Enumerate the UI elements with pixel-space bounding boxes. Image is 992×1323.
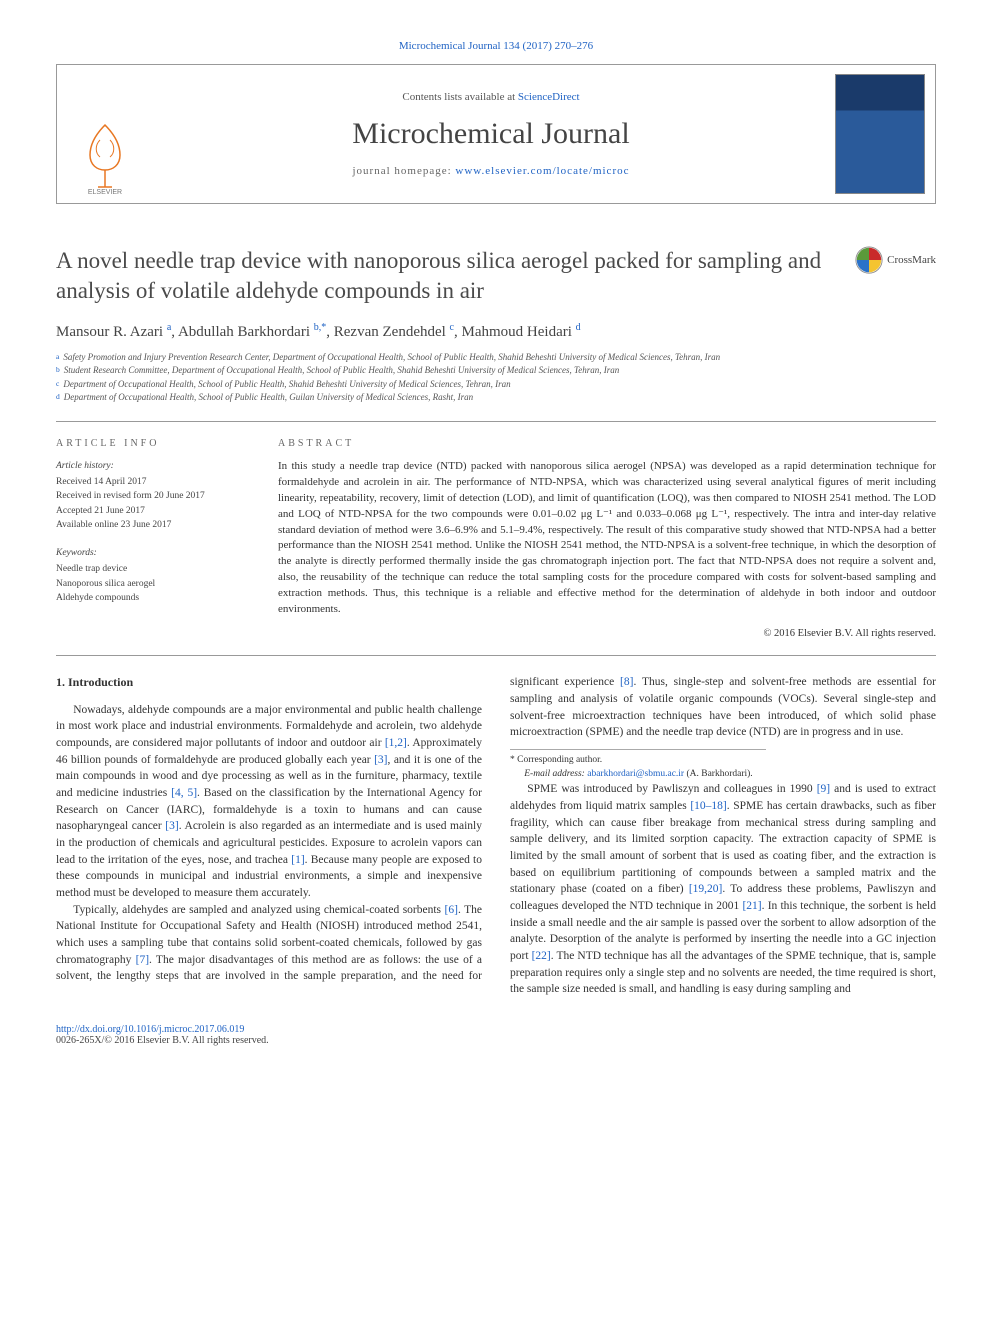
doi-link[interactable]: http://dx.doi.org/10.1016/j.microc.2017.…	[56, 1024, 244, 1035]
email-label: E-mail address:	[524, 769, 585, 779]
journal-cover-thumbnail[interactable]	[835, 74, 925, 194]
sciencedirect-link[interactable]: ScienceDirect	[518, 91, 580, 103]
corresponding-email-link[interactable]: abarkhordari@sbmu.ac.ir	[587, 769, 684, 779]
journal-name: Microchemical Journal	[157, 117, 825, 151]
affiliation-key: c	[56, 378, 59, 392]
affiliations: a Safety Promotion and Injury Prevention …	[56, 351, 936, 405]
article-info-column: article info Article history: Received 1…	[56, 438, 246, 639]
article-info-heading: article info	[56, 438, 246, 449]
affiliation-line: c Department of Occupational Health, Scho…	[56, 378, 936, 392]
page-footer: http://dx.doi.org/10.1016/j.microc.2017.…	[56, 1024, 936, 1046]
journal-ref-link[interactable]: Microchemical Journal 134 (2017) 270–276	[399, 40, 593, 52]
affiliation-text: Student Research Committee, Department o…	[64, 364, 619, 378]
keyword-line: Aldehyde compounds	[56, 591, 246, 605]
keywords-label: Keywords:	[56, 546, 246, 560]
keyword-line: Nanoporous silica aerogel	[56, 577, 246, 591]
history-label: Article history:	[56, 459, 246, 473]
journal-cover-cell	[825, 65, 935, 203]
homepage-link[interactable]: www.elsevier.com/locate/microc	[455, 165, 629, 177]
email-attribution: (A. Barkhordari).	[686, 769, 752, 779]
affiliation-text: Safety Promotion and Injury Prevention R…	[63, 351, 720, 365]
body-two-column: 1. Introduction Nowadays, aldehyde compo…	[56, 674, 936, 998]
abstract-text: In this study a needle trap device (NTD)…	[278, 459, 936, 618]
history-line: Available online 23 June 2017	[56, 518, 246, 532]
body-paragraph: Nowadays, aldehyde compounds are a major…	[56, 702, 482, 902]
homepage-prefix: journal homepage:	[353, 165, 456, 177]
keyword-line: Needle trap device	[56, 562, 246, 576]
separator-rule	[56, 421, 936, 422]
affiliation-key: b	[56, 364, 60, 378]
affiliation-line: d Department of Occupational Health, Scho…	[56, 391, 936, 405]
corresponding-author-footnote: * Corresponding author. E-mail address: …	[510, 749, 766, 782]
header-center: Contents lists available at ScienceDirec…	[157, 65, 825, 203]
section-heading: 1. Introduction	[56, 674, 482, 691]
abstract-copyright: © 2016 Elsevier B.V. All rights reserved…	[278, 628, 936, 639]
corresponding-label: * Corresponding author.	[510, 754, 766, 768]
crossmark-badge[interactable]: CrossMark	[855, 246, 936, 274]
elsevier-tree-icon: ELSEVIER	[65, 115, 145, 195]
crossmark-icon	[855, 246, 883, 274]
affiliation-key: d	[56, 391, 60, 405]
separator-rule-2	[56, 655, 936, 656]
history-line: Received 14 April 2017	[56, 475, 246, 489]
authors-line: Mansour R. Azari a, Abdullah Barkhordari…	[56, 322, 936, 341]
contents-prefix: Contents lists available at	[402, 91, 517, 103]
body-paragraph: SPME was introduced by Pawliszyn and col…	[510, 781, 936, 998]
publisher-logo-cell: ELSEVIER	[57, 65, 157, 203]
abstract-heading: abstract	[278, 438, 936, 449]
issn-copyright-line: 0026-265X/© 2016 Elsevier B.V. All right…	[56, 1035, 269, 1046]
affiliation-text: Department of Occupational Health, Schoo…	[64, 391, 473, 405]
history-line: Accepted 21 June 2017	[56, 504, 246, 518]
affiliation-key: a	[56, 351, 59, 365]
article-title: A novel needle trap device with nanoporo…	[56, 246, 835, 306]
contents-line: Contents lists available at ScienceDirec…	[157, 91, 825, 103]
abstract-column: abstract In this study a needle trap dev…	[278, 438, 936, 639]
crossmark-label: CrossMark	[887, 254, 936, 266]
affiliation-line: a Safety Promotion and Injury Prevention …	[56, 351, 936, 365]
journal-header: ELSEVIER Contents lists available at Sci…	[56, 64, 936, 204]
affiliation-text: Department of Occupational Health, Schoo…	[63, 378, 510, 392]
homepage-line: journal homepage: www.elsevier.com/locat…	[157, 165, 825, 177]
history-line: Received in revised form 20 June 2017	[56, 489, 246, 503]
svg-text:ELSEVIER: ELSEVIER	[88, 189, 122, 195]
affiliation-line: b Student Research Committee, Department …	[56, 364, 936, 378]
journal-reference-bar: Microchemical Journal 134 (2017) 270–276	[56, 40, 936, 52]
